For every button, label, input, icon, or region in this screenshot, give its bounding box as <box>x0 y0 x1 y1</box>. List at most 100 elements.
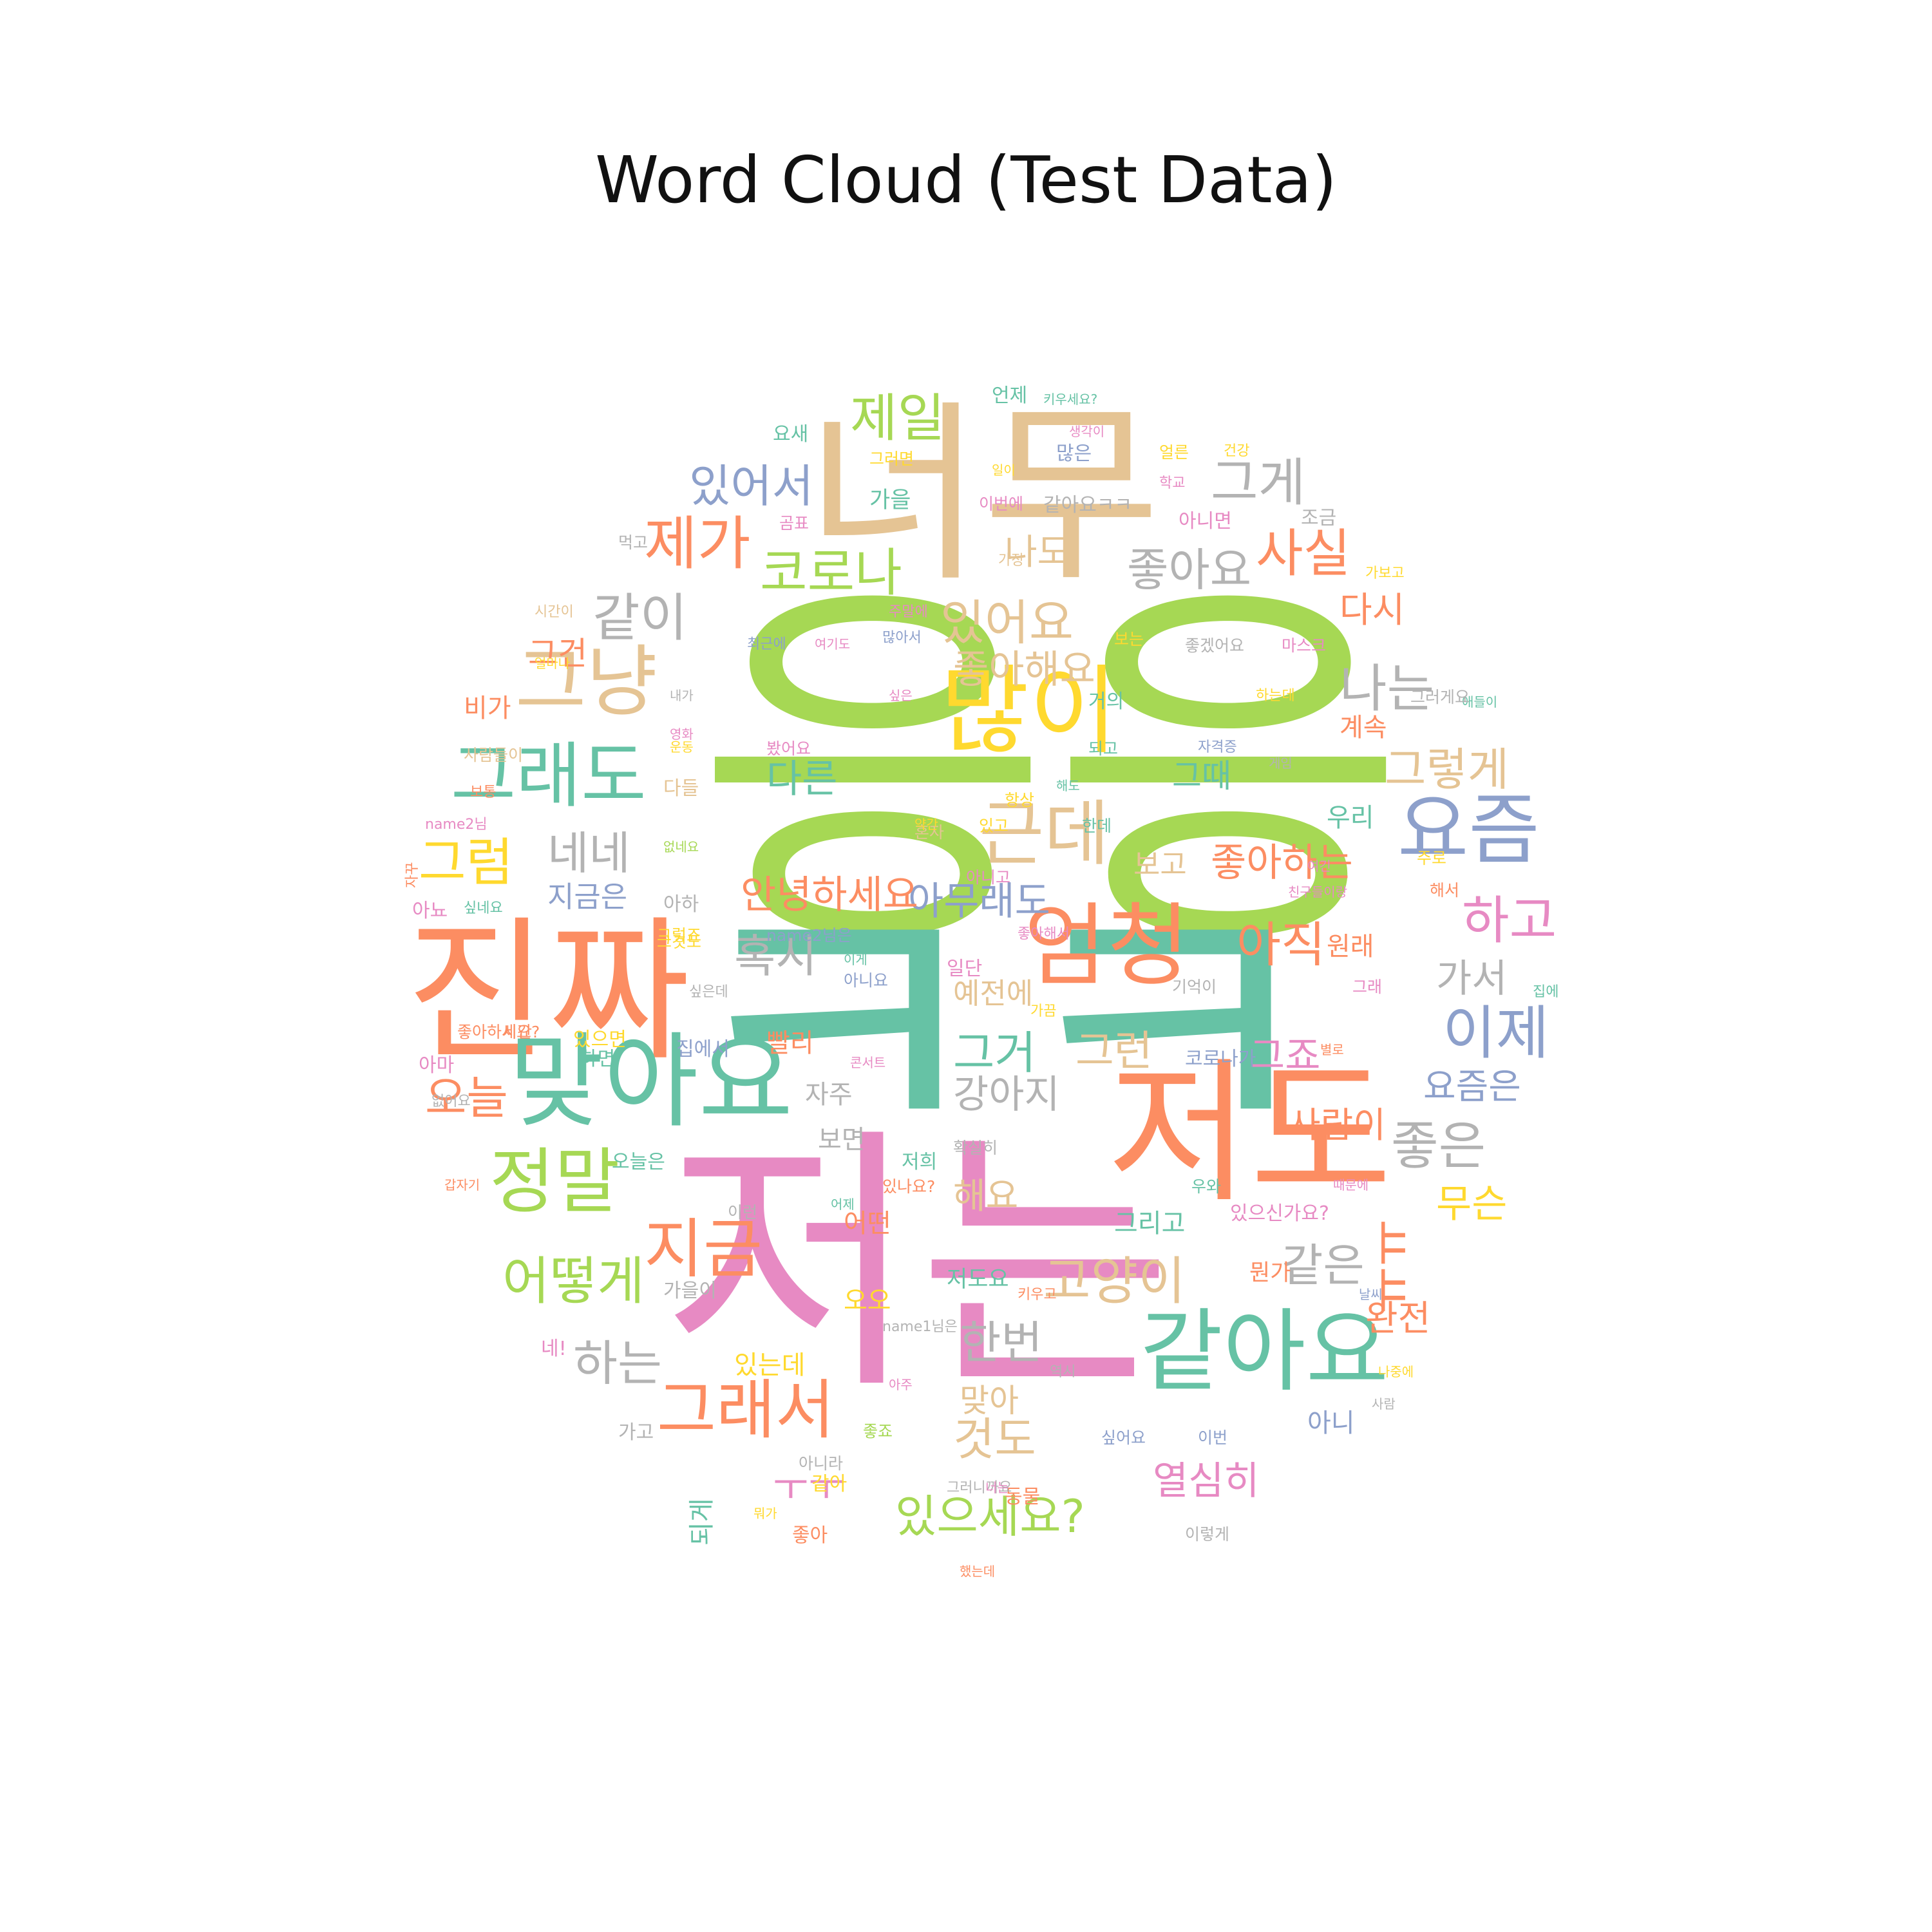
word-47: 있으세요? <box>895 1490 1085 1543</box>
word-153: 아니요 <box>844 971 889 990</box>
word-71: 우리 <box>1327 803 1374 833</box>
word-82: 있으신가요? <box>1230 1202 1329 1225</box>
word-159: 좋아하세요? <box>457 1023 540 1041</box>
word-125: 되고 <box>1088 739 1119 758</box>
word-89: 키우세요? <box>1043 392 1098 407</box>
word-168: 오늘은 <box>612 1151 665 1173</box>
word-59: 가서 <box>1436 956 1508 1001</box>
word-179: 날씨 <box>1359 1287 1383 1302</box>
word-51: 그거 <box>953 1027 1036 1079</box>
word-109: 여기도 <box>815 636 851 652</box>
word-132: 항상 <box>1005 791 1035 810</box>
word-135: 약간 <box>914 817 938 832</box>
word-196: 좋아 <box>792 1524 828 1547</box>
word-58: 다른 <box>766 757 838 802</box>
word-158: 가끔 <box>1030 1003 1057 1019</box>
word-178: 키우고 <box>1018 1287 1057 1303</box>
word-86: 하면 <box>580 1048 616 1070</box>
word-67: 지금은 <box>547 880 628 914</box>
word-5: 진짜 <box>406 902 690 1082</box>
word-156: 싶은데 <box>689 984 728 1000</box>
word-167: 없어요 <box>431 1094 471 1110</box>
word-143: 친구들이랑 <box>1288 884 1347 900</box>
word-151: 이게 <box>844 952 867 967</box>
word-68: 계속 <box>1340 713 1387 743</box>
word-103: 곰표 <box>779 514 810 533</box>
word-111: 보는 <box>1114 630 1144 649</box>
word-26: 하고 <box>1462 891 1557 951</box>
word-3: ㅋㅋ <box>670 820 1334 1240</box>
word-14: 근데 <box>979 793 1110 875</box>
word-114: 얼마나 <box>535 656 571 671</box>
word-173: 때문에 <box>1333 1177 1369 1193</box>
word-40: 좋아하는 <box>1211 840 1353 886</box>
word-23: 그게 <box>1211 453 1306 513</box>
word-117: 거의 <box>1088 690 1124 713</box>
word-91: 그러면 <box>869 450 914 468</box>
word-106: 시간이 <box>535 604 574 620</box>
word-175: 어제 <box>831 1197 855 1212</box>
word-19: 제가 <box>644 510 751 578</box>
word-93: 얼른 <box>1159 443 1189 462</box>
word-57: 좋아해요 <box>953 647 1095 692</box>
word-25: 있어서 <box>689 460 814 513</box>
word-172: 우와 <box>1191 1177 1222 1196</box>
word-170: 있나요? <box>882 1177 936 1196</box>
word-45: 무슨 <box>1436 1182 1508 1227</box>
word-48: 열심히 <box>1153 1459 1260 1504</box>
word-136: 있고 <box>979 817 1009 835</box>
word-100: 아니면 <box>1179 510 1232 533</box>
word-155: 기억이 <box>1172 978 1217 996</box>
word-180: 네! <box>541 1338 567 1360</box>
word-37: 나는 <box>1340 659 1435 719</box>
word-190: 아니라 <box>799 1454 844 1473</box>
word-144: 해서 <box>1430 881 1460 900</box>
word-46: ㅜㅜ <box>773 1465 844 1510</box>
word-55: 다시 <box>1340 589 1405 630</box>
word-96: 학교 <box>1159 475 1186 491</box>
word-127: 게임 <box>1269 755 1293 771</box>
word-154: 그래 <box>1352 978 1383 996</box>
word-105: 가보고 <box>1365 565 1405 582</box>
word-69: 그때 <box>1172 757 1231 795</box>
word-121: 영화 <box>670 726 694 742</box>
word-163: 코로나가 <box>1185 1048 1256 1070</box>
word-88: 언제 <box>992 384 1028 407</box>
word-124: 봤어요 <box>766 739 811 758</box>
word-64: 완전 <box>1365 1298 1431 1339</box>
word-165: 콘서트 <box>850 1055 886 1070</box>
word-188: 싶어요 <box>1101 1428 1146 1447</box>
word-182: 역시 <box>1050 1364 1076 1380</box>
word-72: 원래 <box>1327 932 1374 961</box>
word-185: 아주 <box>889 1377 913 1392</box>
word-130: 혼자 <box>914 823 945 842</box>
word-131: 해도 <box>1056 778 1080 793</box>
word-189: 이번 <box>1198 1428 1228 1447</box>
word-115: 내가 <box>670 688 694 703</box>
word-195: 뭐가 <box>753 1506 777 1521</box>
word-193: 그러니까요 <box>947 1480 1012 1496</box>
word-118: 하는데 <box>1256 688 1295 704</box>
word-81: 그리고 <box>1114 1209 1186 1238</box>
word-147: 아뇨 <box>412 900 448 922</box>
word-78: 오오 <box>844 1286 891 1316</box>
word-107: 주말에 <box>889 604 928 620</box>
word-169: 확실히 <box>953 1139 998 1157</box>
word-75: 자주 <box>805 1080 853 1110</box>
word-9: 엄청 <box>1024 894 1190 999</box>
word-122: 사람들이 <box>464 746 524 764</box>
word-98: 이번에 <box>979 495 1024 513</box>
word-16: 지금 <box>644 1211 762 1287</box>
word-146: 그것도 <box>657 933 702 951</box>
word-141: 자꾸 <box>404 862 421 888</box>
word-63: 해요 <box>953 1175 1019 1217</box>
word-161: 있으면 <box>573 1028 627 1051</box>
chart-title: Word Cloud (Test Data) <box>595 142 1337 218</box>
word-27: 이제 <box>1443 999 1549 1067</box>
word-113: 마스크 <box>1282 636 1327 655</box>
word-149: name2님은 <box>766 926 852 945</box>
word-119: 애들이 <box>1462 694 1498 710</box>
word-1: 너무 <box>805 383 1160 608</box>
word-22: 있어요 <box>940 594 1074 651</box>
